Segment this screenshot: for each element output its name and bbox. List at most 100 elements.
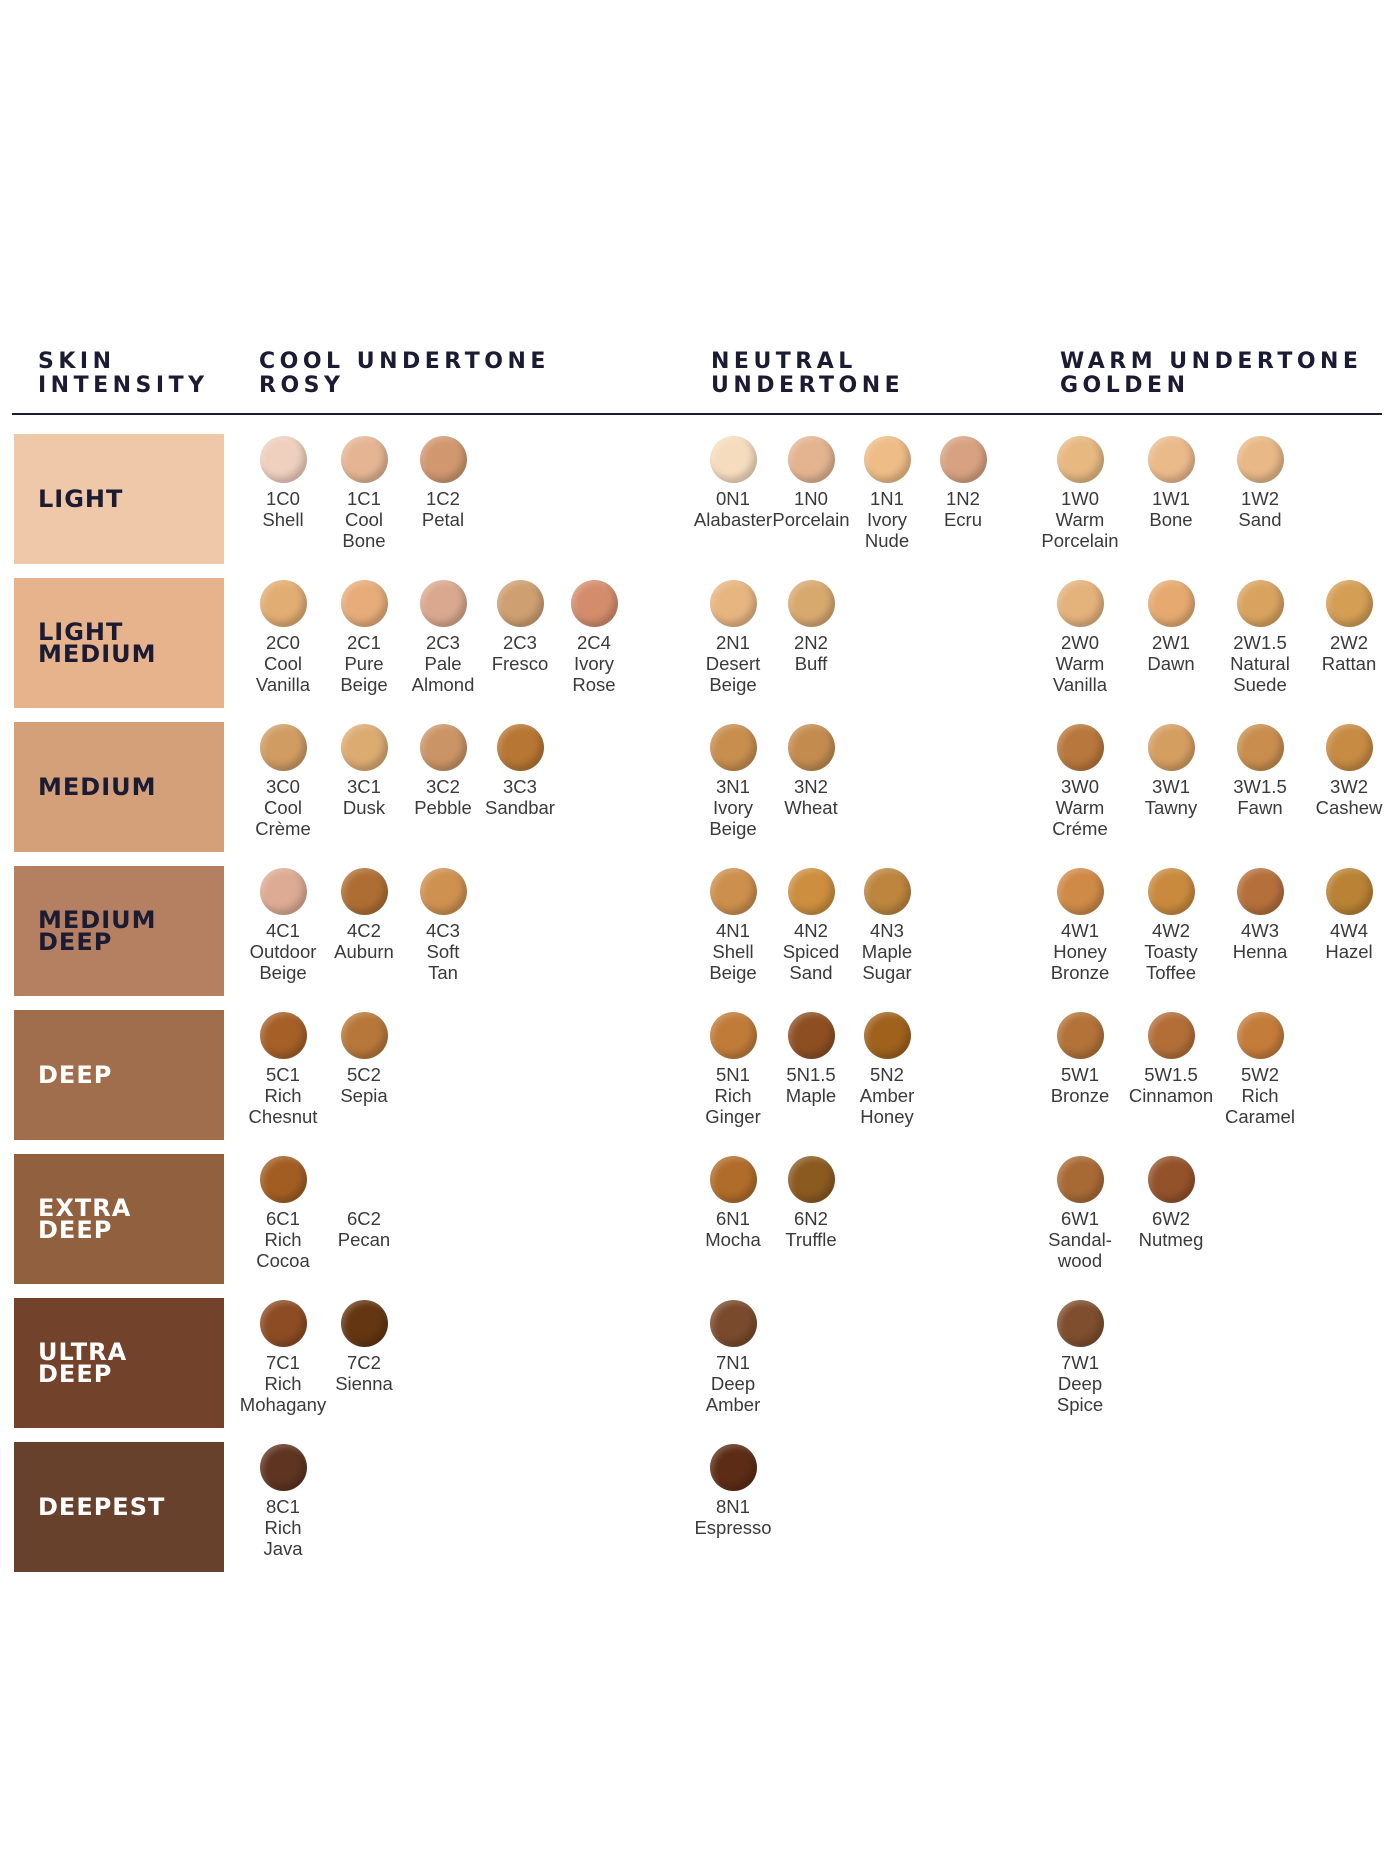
shade-swatch[interactable]: 4C2 Auburn <box>309 868 419 962</box>
shade-swatch[interactable]: 1C0 Shell <box>228 436 338 530</box>
shade-swatch[interactable]: 1N0 Porcelain <box>756 436 866 530</box>
shade-dot[interactable] <box>709 580 757 627</box>
shade-swatch[interactable]: 4W1 Honey Bronze <box>1025 868 1135 983</box>
shade-swatch[interactable]: 2N1 Desert Beige <box>678 580 788 695</box>
shade-swatch[interactable]: 7C2 Sienna <box>309 1300 419 1394</box>
shade-swatch[interactable]: 6W1 Sandal-wood <box>1025 1156 1135 1271</box>
shade-swatch[interactable]: 4W3 Henna <box>1205 868 1315 962</box>
shade-dot[interactable] <box>259 1156 307 1203</box>
shade-swatch[interactable]: 1C1 Cool Bone <box>309 436 419 551</box>
shade-dot[interactable] <box>1056 436 1104 483</box>
shade-swatch[interactable]: 4N1 Shell Beige <box>678 868 788 983</box>
shade-dot[interactable] <box>1147 724 1195 771</box>
shade-dot[interactable] <box>709 1156 757 1203</box>
shade-swatch[interactable]: 3C2 Pebble <box>388 724 498 818</box>
shade-dot[interactable] <box>259 724 307 771</box>
shade-swatch[interactable]: 2W1.5 Natural Suede <box>1205 580 1315 695</box>
shade-dot[interactable] <box>787 1012 835 1059</box>
shade-dot[interactable] <box>787 724 835 771</box>
shade-swatch[interactable]: 2C4 Ivory Rose <box>539 580 649 695</box>
shade-swatch[interactable]: 5N1 Rich Ginger <box>678 1012 788 1127</box>
shade-swatch[interactable]: 3W1 Tawny <box>1116 724 1226 818</box>
shade-dot[interactable] <box>709 1300 757 1347</box>
shade-swatch[interactable]: 4N3 Maple Sugar <box>832 868 942 983</box>
shade-dot[interactable] <box>1325 724 1373 771</box>
shade-dot[interactable] <box>259 1300 307 1347</box>
shade-dot[interactable] <box>1147 868 1195 915</box>
shade-swatch[interactable]: 4C1 Outdoor Beige <box>228 868 338 983</box>
shade-dot[interactable] <box>259 580 307 627</box>
shade-swatch[interactable]: 3C1 Dusk <box>309 724 419 818</box>
shade-dot[interactable] <box>570 580 618 627</box>
shade-dot[interactable] <box>340 436 388 483</box>
shade-swatch[interactable]: 2C3 Pale Almond <box>388 580 498 695</box>
shade-dot[interactable] <box>1147 1156 1195 1203</box>
shade-swatch[interactable]: 1C2 Petal <box>388 436 498 530</box>
shade-dot[interactable] <box>1056 724 1104 771</box>
shade-dot[interactable] <box>1236 868 1284 915</box>
shade-dot[interactable] <box>709 436 757 483</box>
shade-swatch[interactable]: 4C3 Soft Tan <box>388 868 498 983</box>
shade-swatch[interactable]: 8N1 Espresso <box>678 1444 788 1538</box>
shade-dot[interactable] <box>863 1012 911 1059</box>
shade-dot[interactable] <box>1236 436 1284 483</box>
shade-dot[interactable] <box>419 436 467 483</box>
shade-dot[interactable] <box>787 868 835 915</box>
shade-swatch[interactable]: 7W1 Deep Spice <box>1025 1300 1135 1415</box>
shade-dot[interactable] <box>496 580 544 627</box>
shade-dot[interactable] <box>1056 1156 1104 1203</box>
shade-swatch[interactable]: 3W1.5 Fawn <box>1205 724 1315 818</box>
shade-dot[interactable] <box>787 436 835 483</box>
shade-swatch[interactable]: 2W1 Dawn <box>1116 580 1226 674</box>
shade-dot[interactable] <box>340 724 388 771</box>
shade-swatch[interactable]: 3W0 Warm Créme <box>1025 724 1135 839</box>
shade-dot[interactable] <box>1325 868 1373 915</box>
shade-swatch[interactable]: 3C0 Cool Crème <box>228 724 338 839</box>
shade-dot[interactable] <box>1056 1012 1104 1059</box>
shade-swatch[interactable]: 5N1.5 Maple <box>756 1012 866 1106</box>
shade-dot[interactable] <box>1236 580 1284 627</box>
shade-dot[interactable] <box>259 1444 307 1491</box>
shade-swatch[interactable]: 3N2 Wheat <box>756 724 866 818</box>
shade-dot[interactable] <box>259 868 307 915</box>
shade-swatch[interactable]: 6C1 Rich Cocoa <box>228 1156 338 1271</box>
shade-dot[interactable] <box>259 436 307 483</box>
shade-dot[interactable] <box>496 724 544 771</box>
shade-swatch[interactable]: 7C1 Rich Mohagany <box>228 1300 338 1415</box>
shade-swatch[interactable]: 2N2 Buff <box>756 580 866 674</box>
shade-swatch[interactable]: 8C1 Rich Java <box>228 1444 338 1559</box>
shade-dot[interactable] <box>1147 436 1195 483</box>
shade-swatch[interactable]: 1N2 Ecru <box>908 436 1018 530</box>
shade-swatch[interactable]: 3W2 Cashew <box>1294 724 1400 818</box>
shade-dot[interactable] <box>259 1012 307 1059</box>
shade-swatch[interactable]: 2C0 Cool Vanilla <box>228 580 338 695</box>
shade-dot[interactable] <box>1056 1300 1104 1347</box>
shade-dot[interactable] <box>340 1012 388 1059</box>
shade-dot[interactable] <box>709 1444 757 1491</box>
shade-dot[interactable] <box>1147 1012 1195 1059</box>
shade-swatch[interactable]: 3C3 Sandbar <box>465 724 575 818</box>
shade-dot[interactable] <box>787 580 835 627</box>
shade-swatch[interactable]: 1W2 Sand <box>1205 436 1315 530</box>
shade-swatch[interactable]: 5W2 Rich Caramel <box>1205 1012 1315 1127</box>
shade-swatch[interactable]: 6W2 Nutmeg <box>1116 1156 1226 1250</box>
shade-dot[interactable] <box>419 868 467 915</box>
shade-swatch[interactable]: 4W4 Hazel <box>1294 868 1400 962</box>
shade-dot[interactable] <box>787 1156 835 1203</box>
shade-swatch[interactable]: 5C1 Rich Chesnut <box>228 1012 338 1127</box>
shade-swatch[interactable]: 6N1 Mocha <box>678 1156 788 1250</box>
shade-swatch[interactable]: 4N2 Spiced Sand <box>756 868 866 983</box>
shade-swatch[interactable]: 1W1 Bone <box>1116 436 1226 530</box>
shade-dot[interactable] <box>1236 1012 1284 1059</box>
shade-swatch[interactable]: 6C2 Pecan <box>309 1156 419 1250</box>
shade-swatch[interactable]: 2C1 Pure Beige <box>309 580 419 695</box>
shade-dot[interactable] <box>1325 580 1373 627</box>
shade-dot[interactable] <box>939 436 987 483</box>
shade-swatch[interactable]: 2W0 Warm Vanilla <box>1025 580 1135 695</box>
shade-swatch[interactable]: 2C3 Fresco <box>465 580 575 674</box>
shade-dot[interactable] <box>1236 724 1284 771</box>
shade-dot[interactable] <box>419 580 467 627</box>
shade-swatch[interactable]: 2W2 Rattan <box>1294 580 1400 674</box>
shade-dot[interactable] <box>419 724 467 771</box>
shade-dot[interactable] <box>709 868 757 915</box>
